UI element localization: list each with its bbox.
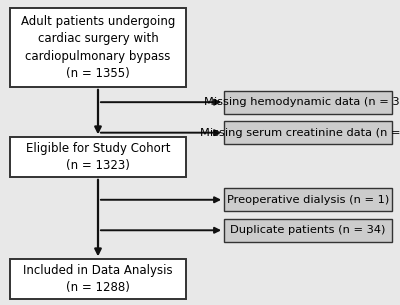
Text: Adult patients undergoing
cardiac surgery with
cardiopulmonary bypass
(n = 1355): Adult patients undergoing cardiac surger… xyxy=(21,15,175,80)
Text: Preoperative dialysis (n = 1): Preoperative dialysis (n = 1) xyxy=(227,195,389,205)
FancyBboxPatch shape xyxy=(10,259,186,299)
Text: Duplicate patients (n = 34): Duplicate patients (n = 34) xyxy=(230,225,386,235)
FancyBboxPatch shape xyxy=(224,188,392,211)
Text: Missing serum creatinine data (n = 2): Missing serum creatinine data (n = 2) xyxy=(200,128,400,138)
FancyBboxPatch shape xyxy=(224,91,392,113)
Text: Included in Data Analysis
(n = 1288): Included in Data Analysis (n = 1288) xyxy=(23,264,173,294)
FancyBboxPatch shape xyxy=(224,219,392,242)
FancyBboxPatch shape xyxy=(224,121,392,144)
FancyBboxPatch shape xyxy=(10,137,186,177)
Text: Eligible for Study Cohort
(n = 1323): Eligible for Study Cohort (n = 1323) xyxy=(26,142,170,172)
FancyBboxPatch shape xyxy=(10,8,186,87)
Text: Missing hemodynamic data (n = 30): Missing hemodynamic data (n = 30) xyxy=(204,97,400,107)
